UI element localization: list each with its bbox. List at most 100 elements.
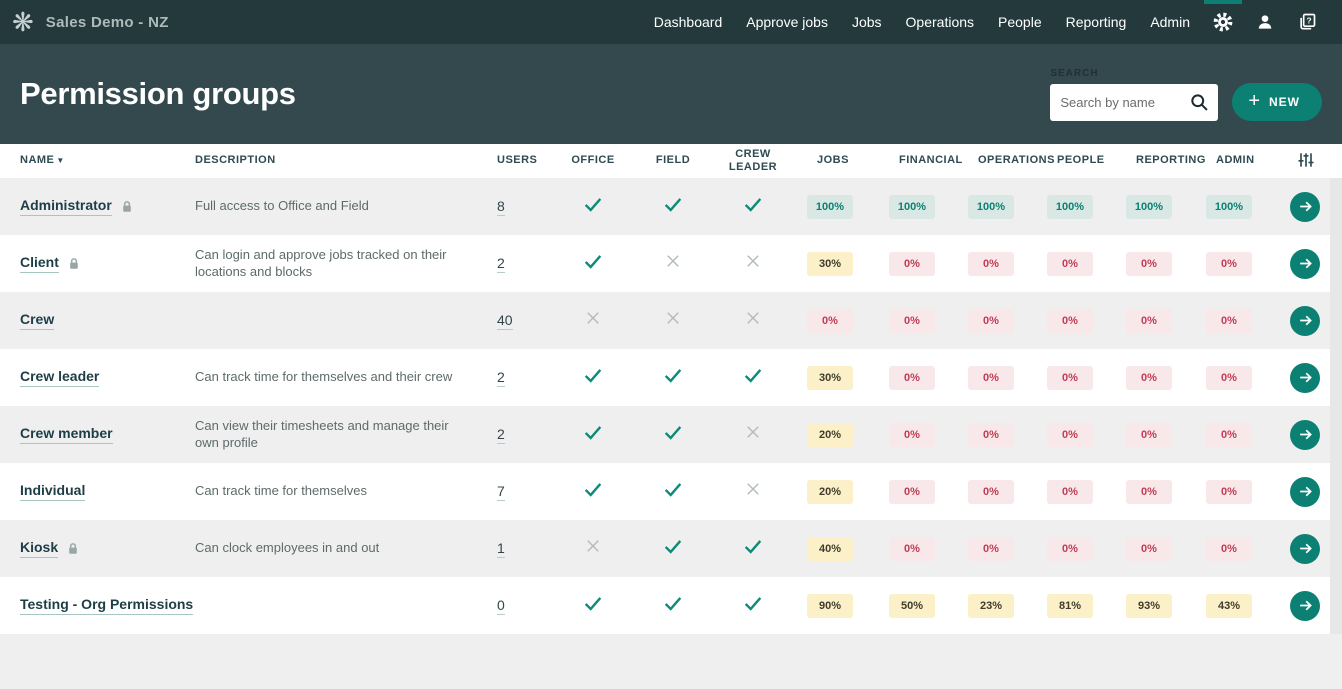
permission-percent-badge: 0%: [968, 536, 1014, 561]
group-name-link[interactable]: Administrator: [20, 197, 112, 216]
nav-item-people[interactable]: People: [998, 14, 1042, 30]
users-count-link[interactable]: 0: [497, 596, 505, 615]
settings-gear-icon[interactable]: [1202, 0, 1244, 44]
reporting-permission-cell: 0%: [1112, 422, 1192, 447]
nav-item-reporting[interactable]: Reporting: [1065, 14, 1127, 30]
people-permission-cell: 100%: [1033, 194, 1112, 219]
nav-item-dashboard[interactable]: Dashboard: [653, 14, 723, 30]
column-header-description[interactable]: DESCRIPTION: [195, 154, 276, 167]
check-icon: [742, 535, 764, 562]
cross-icon: [744, 423, 762, 446]
check-icon: [662, 421, 684, 448]
column-header-office[interactable]: OFFICE: [571, 154, 615, 167]
admin-permission-cell: 0%: [1192, 365, 1272, 390]
users-count-cell: 1: [485, 540, 553, 558]
office-access-cell: [553, 592, 633, 619]
check-icon: [742, 193, 764, 220]
admin-permission-cell: 0%: [1192, 251, 1272, 276]
table-row: Client Can login and approve jobs tracke…: [0, 235, 1342, 292]
users-count-link[interactable]: 2: [497, 425, 505, 444]
group-name-cell: Testing - Org Permissions: [0, 596, 195, 615]
group-name-link[interactable]: Individual: [20, 482, 86, 501]
permission-percent-badge: 0%: [1126, 365, 1172, 390]
crew-leader-access-cell: [713, 480, 793, 503]
nav-item-admin[interactable]: Admin: [1150, 14, 1190, 30]
open-group-button[interactable]: [1290, 590, 1320, 621]
users-count-link[interactable]: 8: [497, 197, 505, 216]
lock-icon: [66, 541, 80, 556]
open-group-button[interactable]: [1290, 191, 1320, 222]
column-header-jobs[interactable]: JOBS: [817, 154, 849, 167]
user-profile-icon[interactable]: [1244, 0, 1286, 44]
column-header-financial[interactable]: FINANCIAL: [899, 154, 963, 167]
operations-permission-cell: 0%: [954, 422, 1033, 447]
column-header-name[interactable]: NAME ▼: [20, 154, 65, 167]
users-count-cell: 0: [485, 597, 553, 615]
operations-permission-cell: 0%: [954, 479, 1033, 504]
group-description: Can track time for themselves and their …: [195, 369, 453, 385]
field-access-cell: [633, 592, 713, 619]
open-group-button[interactable]: [1290, 476, 1320, 507]
column-header-admin[interactable]: ADMIN: [1216, 154, 1255, 167]
snowflake-logo-icon: ❋: [12, 7, 34, 37]
group-name-link[interactable]: Kiosk: [20, 539, 59, 558]
permission-percent-badge: 0%: [1126, 422, 1172, 447]
brand[interactable]: ❋ Sales Demo - NZ: [12, 9, 169, 35]
search-icon[interactable]: [1189, 92, 1210, 118]
cross-icon: [744, 480, 762, 503]
users-count-link[interactable]: 2: [497, 254, 505, 273]
permission-percent-badge: 0%: [1126, 479, 1172, 504]
rows-container: Administrator Full access to Office and …: [0, 178, 1342, 634]
group-name-cell: Crew member: [0, 425, 195, 444]
reporting-permission-cell: 0%: [1112, 365, 1192, 390]
open-group-button[interactable]: [1290, 248, 1320, 279]
nav-item-operations[interactable]: Operations: [905, 14, 975, 30]
group-name-cell: Crew: [0, 311, 195, 330]
group-name-link[interactable]: Crew member: [20, 425, 113, 444]
column-header-operations[interactable]: OPERATIONS: [978, 154, 1055, 167]
vertical-scrollbar[interactable]: [1330, 178, 1342, 634]
reporting-permission-cell: 100%: [1112, 194, 1192, 219]
users-count-link[interactable]: 1: [497, 539, 505, 558]
permission-percent-badge: 0%: [889, 365, 935, 390]
office-access-cell: [553, 421, 633, 448]
table-row: Kiosk Can clock employees in and out 1 4…: [0, 520, 1342, 577]
group-name-link[interactable]: Client: [20, 254, 59, 273]
page-header: Permission groups SEARCH + NEW: [0, 44, 1342, 144]
column-header-people[interactable]: PEOPLE: [1057, 154, 1105, 167]
group-name-link[interactable]: Crew: [20, 311, 55, 330]
column-header-field[interactable]: FIELD: [655, 154, 691, 167]
column-header-crew-leader[interactable]: CREW LEADER: [728, 147, 778, 173]
permission-percent-badge: 0%: [1206, 251, 1252, 276]
jobs-permission-cell: 20%: [793, 479, 875, 504]
org-name: Sales Demo - NZ: [45, 13, 169, 31]
group-name-link[interactable]: Testing - Org Permissions: [20, 596, 194, 615]
field-access-cell: [633, 478, 713, 505]
users-count-link[interactable]: 2: [497, 368, 505, 387]
cross-icon: [584, 537, 602, 560]
help-icon[interactable]: ?: [1286, 0, 1328, 44]
new-group-button[interactable]: + NEW: [1232, 82, 1322, 121]
cross-icon: [744, 309, 762, 332]
group-name-link[interactable]: Crew leader: [20, 368, 100, 387]
open-group-button[interactable]: [1290, 533, 1320, 564]
open-group-button[interactable]: [1290, 362, 1320, 393]
nav-item-jobs[interactable]: Jobs: [851, 14, 882, 30]
column-filter-icon[interactable]: [1294, 148, 1318, 175]
jobs-permission-cell: 30%: [793, 251, 875, 276]
admin-permission-cell: 0%: [1192, 479, 1272, 504]
financial-permission-cell: 0%: [875, 308, 954, 333]
permission-percent-badge: 81%: [1047, 593, 1093, 618]
open-group-button[interactable]: [1290, 419, 1320, 450]
people-permission-cell: 0%: [1033, 308, 1112, 333]
open-group-button[interactable]: [1290, 305, 1320, 336]
search-input[interactable]: [1050, 83, 1219, 121]
admin-permission-cell: 43%: [1192, 593, 1272, 618]
permission-percent-badge: 40%: [807, 536, 853, 561]
nav-item-approve-jobs[interactable]: Approve jobs: [746, 14, 828, 30]
column-header-reporting[interactable]: REPORTING: [1136, 154, 1206, 167]
field-access-cell: [633, 193, 713, 220]
users-count-link[interactable]: 40: [497, 311, 513, 330]
column-header-users[interactable]: USERS: [497, 154, 538, 167]
users-count-link[interactable]: 7: [497, 482, 505, 501]
